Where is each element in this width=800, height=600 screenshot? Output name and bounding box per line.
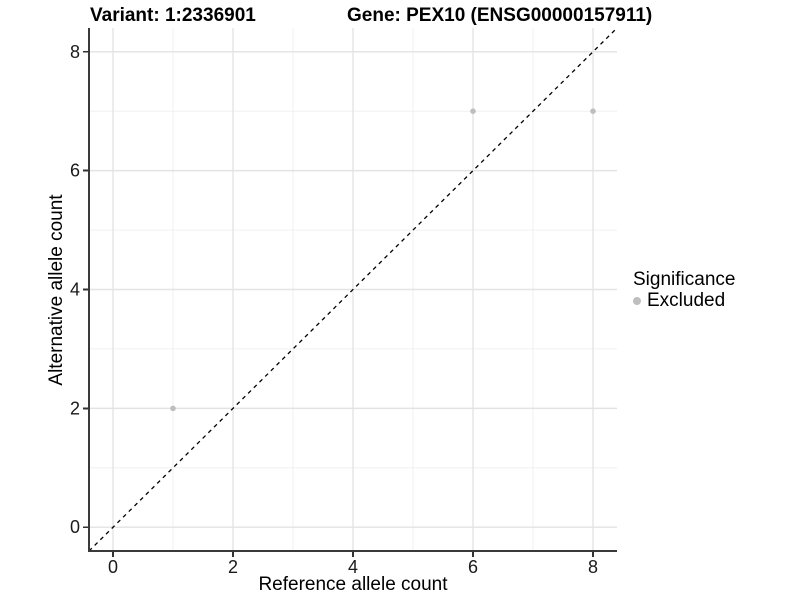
legend-point-icon bbox=[633, 296, 641, 305]
y-tick-label: 8 bbox=[70, 42, 80, 62]
x-tick-label: 4 bbox=[348, 557, 358, 577]
x-tick-label: 0 bbox=[108, 557, 118, 577]
identity-line bbox=[88, 27, 618, 552]
gene-title: Gene: PEX10 (ENSG00000157911) bbox=[347, 5, 653, 26]
legend-item-excluded: Excluded bbox=[633, 290, 735, 311]
x-tick-label: 6 bbox=[468, 557, 478, 577]
variant-title: Variant: 1:2336901 bbox=[90, 5, 256, 26]
legend-title: Significance bbox=[633, 269, 736, 290]
data-point bbox=[590, 108, 596, 115]
x-tick-label: 2 bbox=[228, 557, 238, 577]
legend-item-label: Excluded bbox=[647, 290, 726, 311]
data-point bbox=[470, 108, 476, 115]
x-tick-label: 8 bbox=[588, 557, 598, 577]
legend: Significance Excluded bbox=[633, 269, 735, 311]
y-tick-label: 0 bbox=[70, 517, 80, 537]
y-tick-label: 4 bbox=[70, 280, 80, 300]
y-axis-title: Alternative allele count bbox=[46, 194, 67, 386]
y-tick-label: 6 bbox=[70, 161, 80, 181]
data-point bbox=[170, 405, 176, 412]
x-axis-title: Reference allele count bbox=[258, 574, 448, 595]
y-tick-label: 2 bbox=[70, 398, 80, 418]
